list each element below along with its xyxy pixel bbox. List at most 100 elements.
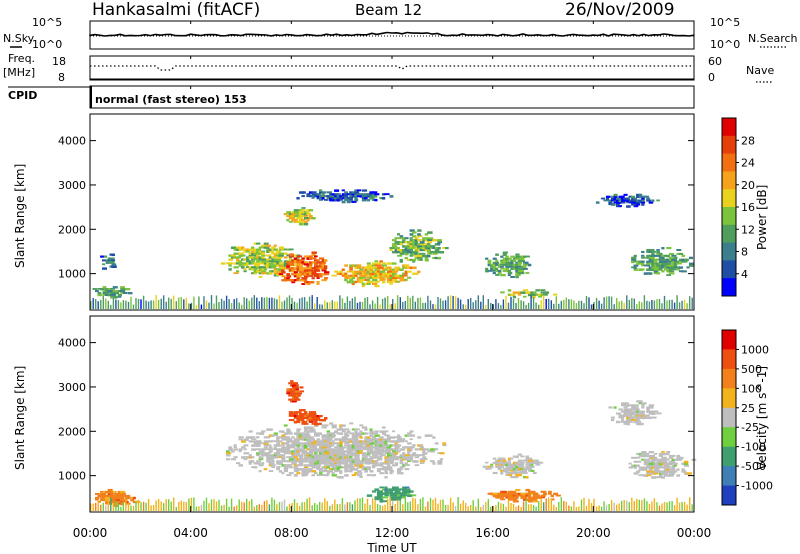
heatmap-cell <box>538 304 540 309</box>
heatmap-cell <box>334 466 338 469</box>
heatmap-cell <box>359 276 363 279</box>
heatmap-cell <box>676 474 681 477</box>
heatmap-cell <box>417 256 423 259</box>
heatmap-cell <box>188 498 190 511</box>
heatmap-cell <box>299 390 304 393</box>
heatmap-cell <box>296 420 301 424</box>
heatmap-cell <box>540 490 545 493</box>
heatmap-cell <box>293 460 297 463</box>
x-tick-label: 08:00 <box>274 526 309 540</box>
heatmap-cell <box>336 456 341 459</box>
heatmap-cell <box>384 440 390 443</box>
heatmap-cell <box>437 256 441 260</box>
heatmap-cell <box>663 258 669 261</box>
heatmap-cell <box>349 274 354 277</box>
heatmap-cell <box>636 416 641 420</box>
heatmap-cell <box>427 434 433 437</box>
heatmap-cell <box>298 265 304 268</box>
heatmap-cell <box>366 278 371 282</box>
heatmap-cell <box>278 450 284 453</box>
heatmap-cell <box>178 297 180 309</box>
heatmap-cell <box>251 297 253 309</box>
heatmap-cell <box>314 267 319 270</box>
heatmap-cell <box>130 505 132 511</box>
heatmap-cell <box>359 476 363 478</box>
heatmap-cell <box>366 282 371 285</box>
heatmap-cell <box>293 213 299 216</box>
heatmap-cell <box>417 239 422 242</box>
heatmap-cell <box>276 260 280 263</box>
heatmap-cell <box>661 470 665 473</box>
heatmap-cell <box>296 275 302 278</box>
heatmap-cell <box>100 299 102 309</box>
heatmap-cell <box>663 460 668 463</box>
heatmap-cell <box>676 252 680 255</box>
heatmap-cell <box>266 272 271 275</box>
heatmap-cell <box>271 256 276 259</box>
heatmap-cell <box>563 299 565 309</box>
heatmap-cell <box>286 261 292 264</box>
heatmap-cell <box>339 446 344 449</box>
heatmap-cell <box>631 256 637 259</box>
heatmap-cell <box>532 500 539 503</box>
heatmap-cell <box>319 257 325 260</box>
heatmap-cell <box>397 436 402 439</box>
heatmap-cell <box>311 448 317 451</box>
heatmap-cell <box>381 274 386 277</box>
heatmap-cell <box>668 272 672 275</box>
heatmap-cell <box>414 247 420 250</box>
heatmap-cell <box>487 263 493 267</box>
heatmap-cell <box>668 460 673 464</box>
heatmap-cell <box>379 500 384 503</box>
heatmap-cell <box>366 462 371 465</box>
heatmap-cell <box>442 300 444 309</box>
heatmap-cell <box>258 432 265 435</box>
heatmap-cell <box>595 201 600 204</box>
heatmap-cell <box>392 494 397 497</box>
heatmap-cell <box>90 503 92 511</box>
heatmap-cell <box>291 419 295 422</box>
heatmap-cell <box>308 215 313 218</box>
heatmap-cell <box>404 256 408 260</box>
heatmap-cell <box>495 505 497 511</box>
heatmap-cell <box>384 448 390 451</box>
heatmap-cell <box>369 195 374 198</box>
heatmap-cell <box>422 450 426 453</box>
heatmap-cell <box>525 457 529 460</box>
heatmap-cell <box>178 502 180 511</box>
heatmap-cell <box>392 486 397 489</box>
power-heatmap <box>90 189 694 309</box>
heatmap-cell <box>389 488 394 491</box>
freq-unit-label: [MHz] <box>3 66 35 79</box>
heatmap-cell <box>412 258 416 262</box>
heatmap-cell <box>505 463 509 466</box>
heatmap-cell <box>296 197 300 200</box>
heatmap-cell <box>392 430 395 433</box>
heatmap-cell <box>354 456 360 459</box>
heatmap-cell <box>527 302 530 309</box>
heatmap-cell <box>311 454 317 457</box>
heatmap-cell <box>175 506 177 511</box>
heatmap-cell <box>349 438 353 441</box>
heatmap-cell <box>286 297 288 309</box>
heatmap-cell <box>535 506 537 511</box>
heatmap-cell <box>291 217 295 219</box>
heatmap-cell <box>414 249 419 252</box>
heatmap-cell <box>673 266 679 269</box>
heatmap-cell <box>691 297 693 309</box>
heatmap-cell <box>102 267 107 270</box>
heatmap-cell <box>374 264 378 267</box>
heatmap-cell <box>402 241 406 244</box>
heatmap-cell <box>273 244 277 247</box>
heatmap-cell <box>626 500 628 511</box>
heatmap-cell <box>394 488 398 491</box>
heatmap-cell <box>233 252 239 255</box>
heatmap-cell <box>339 272 343 275</box>
heatmap-cell <box>329 452 333 455</box>
heatmap-cell <box>278 440 283 443</box>
heatmap-cell <box>490 463 494 466</box>
heatmap-cell <box>397 450 401 453</box>
heatmap-cell <box>633 203 637 206</box>
heatmap-cell <box>319 440 324 443</box>
heatmap-cell <box>485 257 489 260</box>
